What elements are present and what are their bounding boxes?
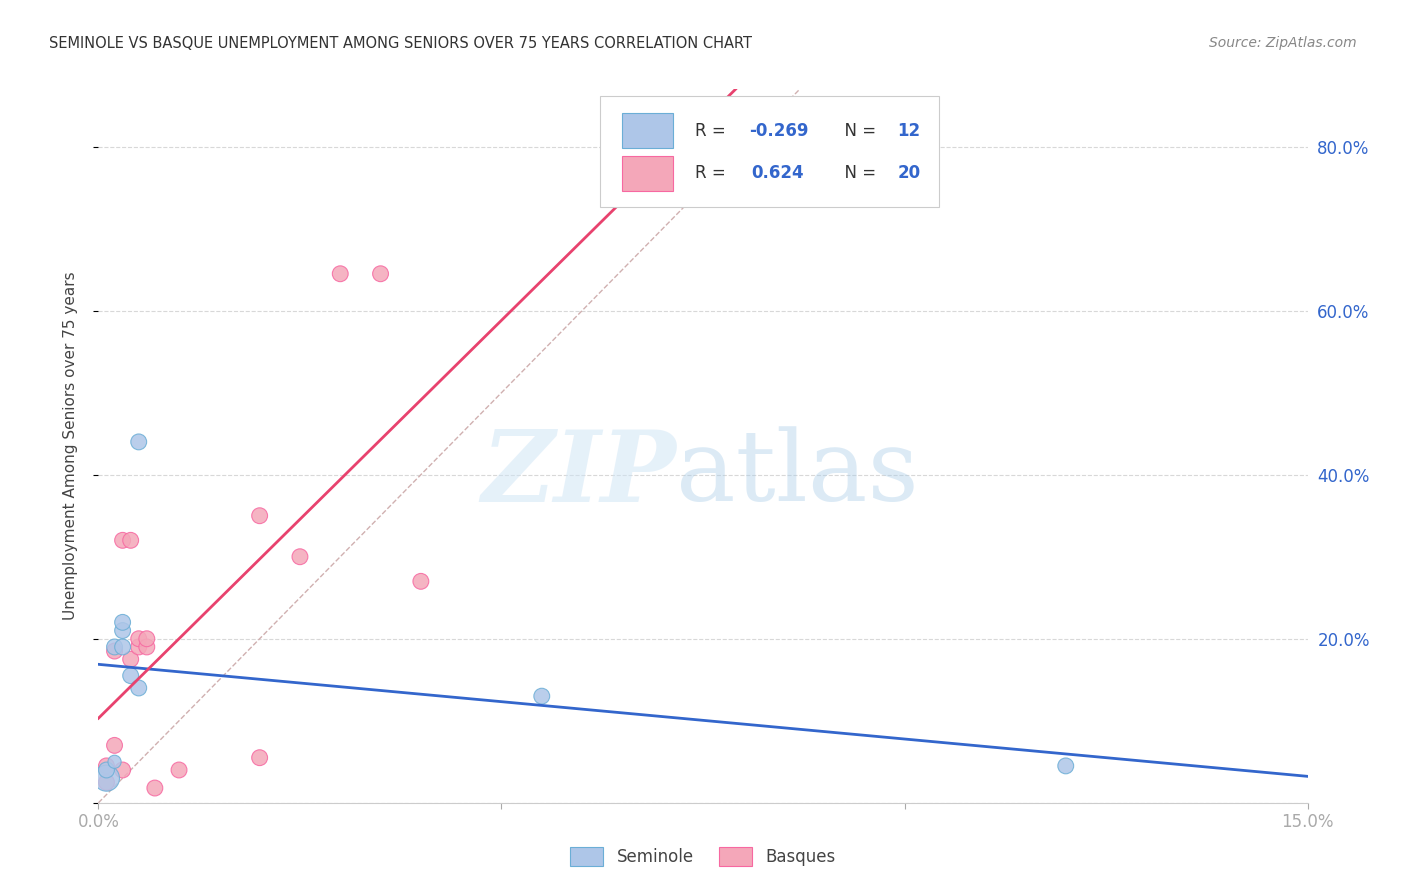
Point xyxy=(96,763,118,777)
Point xyxy=(96,759,118,773)
Point xyxy=(143,780,166,795)
Point xyxy=(128,632,150,646)
Point xyxy=(103,755,125,769)
Text: Source: ZipAtlas.com: Source: ZipAtlas.com xyxy=(1209,36,1357,50)
Legend: Seminole, Basques: Seminole, Basques xyxy=(564,840,842,873)
Point xyxy=(103,640,125,654)
Point xyxy=(167,763,190,777)
Text: 20: 20 xyxy=(897,164,921,182)
Point xyxy=(103,739,125,753)
Point xyxy=(120,652,142,666)
Point xyxy=(111,763,134,777)
Point xyxy=(128,434,150,449)
Point xyxy=(111,615,134,630)
Point xyxy=(128,640,150,654)
Point xyxy=(370,267,392,281)
Point xyxy=(96,771,118,785)
Text: 0.624: 0.624 xyxy=(751,164,804,182)
Point xyxy=(111,624,134,638)
Text: -0.269: -0.269 xyxy=(749,121,808,139)
Text: R =: R = xyxy=(695,121,731,139)
Point xyxy=(120,533,142,548)
Text: N =: N = xyxy=(834,164,882,182)
Bar xyxy=(621,113,673,148)
Point xyxy=(530,689,553,703)
Point xyxy=(135,640,157,654)
Point xyxy=(249,508,271,523)
Text: R =: R = xyxy=(695,164,735,182)
Y-axis label: Unemployment Among Seniors over 75 years: Unemployment Among Seniors over 75 years xyxy=(63,272,77,620)
Text: N =: N = xyxy=(834,121,882,139)
Bar xyxy=(621,156,673,191)
Point xyxy=(128,681,150,695)
Text: SEMINOLE VS BASQUE UNEMPLOYMENT AMONG SENIORS OVER 75 YEARS CORRELATION CHART: SEMINOLE VS BASQUE UNEMPLOYMENT AMONG SE… xyxy=(49,36,752,51)
Point xyxy=(409,574,432,589)
FancyBboxPatch shape xyxy=(600,96,939,207)
Text: atlas: atlas xyxy=(676,426,920,523)
Point xyxy=(329,267,352,281)
Point xyxy=(103,644,125,658)
Point xyxy=(120,668,142,682)
Point xyxy=(111,640,134,654)
Point xyxy=(1054,759,1077,773)
Point xyxy=(249,750,271,764)
Point xyxy=(135,632,157,646)
Point xyxy=(288,549,311,564)
Text: ZIP: ZIP xyxy=(481,426,676,523)
Point xyxy=(111,533,134,548)
Point xyxy=(96,775,118,789)
Text: 12: 12 xyxy=(897,121,921,139)
